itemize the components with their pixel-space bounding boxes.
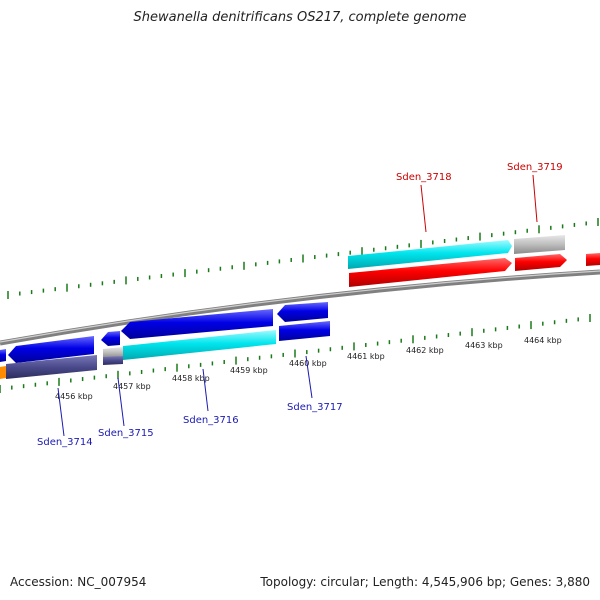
gene-sden-3718-arrow[interactable] (349, 258, 512, 287)
scale-label-4460: 4460 kbp (289, 359, 327, 368)
gene-sden-3715-grey[interactable] (103, 347, 123, 358)
gene-next-arrow[interactable] (586, 253, 600, 266)
gene-sden-3717-blue-block[interactable] (279, 321, 330, 341)
leader-sden-3717 (305, 355, 313, 399)
lower-tick-row (0, 314, 591, 393)
scale-label-4463: 4463 kbp (465, 341, 503, 350)
gene-sden-3715-arrow[interactable] (101, 331, 120, 346)
gene-label-sden-3717[interactable]: Sden_3717 (287, 402, 343, 413)
scale-label-4456: 4456 kbp (55, 392, 93, 401)
gene-sden-3714-left-arrow[interactable] (0, 349, 6, 362)
gene-small-multicolor[interactable] (0, 366, 6, 379)
leader-sden-3718 (420, 184, 427, 233)
upper-tick-row (7, 218, 599, 299)
gene-label-sden-3714[interactable]: Sden_3714 (37, 437, 93, 448)
gene-sden-3715-purple[interactable] (103, 356, 123, 365)
scale-label-4462: 4462 kbp (406, 346, 444, 355)
forward-strand-genes (348, 235, 600, 287)
genome-backbone (0, 269, 600, 346)
gene-label-sden-3718[interactable]: Sden_3718 (396, 172, 452, 183)
gene-sden-3716-highlight[interactable] (123, 330, 276, 360)
gene-label-sden-3719[interactable]: Sden_3719 (507, 162, 563, 173)
gene-sden-3719-grey[interactable] (514, 235, 565, 254)
gene-labels: Sden_3714 Sden_3715 Sden_3716 Sden_3717 … (37, 162, 563, 448)
gene-label-sden-3716[interactable]: Sden_3716 (183, 415, 239, 426)
accession-text: Accession: NC_007954 (10, 575, 147, 589)
scale-labels: 4456 kbp 4457 kbp 4458 kbp 4459 kbp 4460… (55, 336, 562, 401)
scale-label-4458: 4458 kbp (172, 374, 210, 383)
scale-label-4457: 4457 kbp (113, 382, 151, 391)
scale-label-4464: 4464 kbp (524, 336, 562, 345)
leader-sden-3716 (202, 368, 209, 412)
gene-sden-3716-arrow[interactable] (121, 309, 273, 339)
gene-sden-3714-purple[interactable] (6, 355, 97, 379)
gene-sden-3717-arrow[interactable] (277, 302, 328, 322)
leader-sden-3714 (57, 387, 65, 437)
leader-sden-3719 (532, 174, 538, 223)
gene-sden-3718-highlight[interactable] (348, 240, 512, 269)
scale-label-4459: 4459 kbp (230, 366, 268, 375)
genome-backbone-highlight (0, 270, 600, 343)
gene-label-leaders (57, 174, 538, 437)
scale-label-4461: 4461 kbp (347, 352, 385, 361)
leader-sden-3715 (117, 377, 125, 427)
gene-label-sden-3715[interactable]: Sden_3715 (98, 428, 154, 439)
genome-summary-text: Topology: circular; Length: 4,545,906 bp… (260, 575, 590, 589)
gene-sden-3714-arrow[interactable] (8, 336, 94, 363)
reverse-strand-genes (0, 302, 330, 379)
gene-sden-3719-arrow[interactable] (515, 254, 567, 271)
map-title: Shewanella denitrificans OS217, complete… (133, 10, 467, 25)
